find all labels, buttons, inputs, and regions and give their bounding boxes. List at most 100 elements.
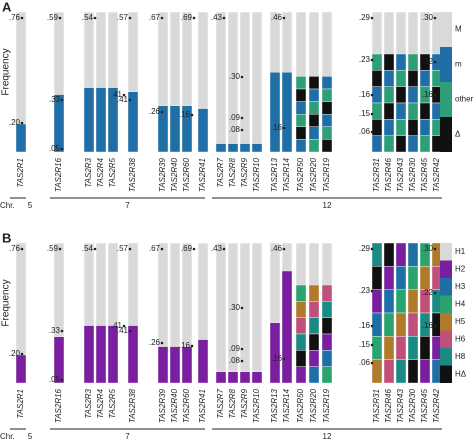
frequency-label: .16	[271, 123, 283, 132]
label-dot	[58, 247, 62, 251]
label-dot	[282, 126, 286, 130]
label-dot	[20, 247, 24, 251]
label-dot	[240, 359, 244, 363]
haplotype-block	[181, 105, 193, 153]
haplotype-block	[321, 88, 333, 102]
label-dot	[128, 98, 132, 102]
label-dot	[128, 16, 132, 20]
gene-label: TAS2R16	[54, 388, 63, 423]
haplotype-block	[308, 284, 320, 302]
haplotype-block	[95, 87, 107, 153]
gene-label: TAS2R19	[322, 157, 331, 192]
haplotype-block	[407, 312, 419, 337]
gene-label: TAS2R14	[282, 157, 291, 192]
haplotype-block	[371, 359, 383, 384]
gene-label: TAS2R1	[16, 158, 25, 188]
haplotype-block	[395, 242, 407, 267]
label-dot	[20, 352, 24, 356]
frequency-label: .16	[271, 354, 283, 363]
label-dot	[240, 116, 244, 120]
haplotype-block	[383, 119, 395, 136]
haplotype-block	[295, 139, 307, 153]
haplotype-block	[395, 86, 407, 104]
haplotype-block	[407, 289, 419, 314]
label-dot	[60, 147, 64, 151]
haplotype-block	[169, 346, 181, 384]
haplotype-block	[395, 53, 407, 71]
haplotype-block	[395, 289, 407, 314]
chromosome-label: 5	[28, 201, 33, 210]
haplotype-block	[407, 359, 419, 384]
haplotype-block	[95, 325, 107, 384]
frequency-label: .41	[111, 90, 123, 99]
label-dot	[240, 75, 244, 79]
legend-label: other	[455, 95, 474, 104]
haplotype-block	[407, 86, 419, 104]
haplotype-block	[295, 126, 307, 140]
haplotype-block	[308, 317, 320, 335]
gene-label: TAS2R9	[240, 157, 249, 187]
gene-label: TAS2R16	[54, 157, 63, 192]
label-dot	[370, 361, 374, 365]
haplotype-block	[321, 113, 333, 127]
haplotype-block	[419, 70, 431, 87]
frequency-label: .16	[359, 321, 371, 330]
gene-label: TAS2R43	[396, 388, 405, 423]
gene-label: TAS2R42	[432, 388, 441, 423]
y-axis-label: Frequency	[1, 279, 12, 326]
panel-letter: A	[2, 0, 12, 14]
gene-label: TAS2R43	[396, 157, 405, 192]
haplotype-block	[321, 126, 333, 140]
haplotype-block	[308, 301, 320, 318]
haplotype-block	[157, 346, 169, 384]
gene-label: TAS2R7	[216, 388, 225, 418]
haplotype-block	[383, 53, 395, 71]
gene-label: TAS2R7	[216, 157, 225, 187]
legend-label: m	[455, 60, 462, 69]
haplotype-block	[281, 71, 293, 153]
label-dot	[160, 16, 164, 20]
column	[215, 242, 227, 384]
legend-label: H4	[455, 299, 466, 308]
haplotype-block	[407, 70, 419, 87]
label-dot	[433, 291, 437, 295]
haplotype-block	[395, 102, 407, 120]
frequency-label: .22	[422, 57, 434, 66]
chromosome-label: 7	[125, 432, 130, 440]
frequency-label: .59	[47, 13, 59, 22]
frequency-label: .15	[359, 340, 371, 349]
label-dot	[370, 130, 374, 134]
y-axis-label: Frequency	[1, 48, 12, 95]
frequency-label: .05	[49, 375, 61, 384]
haplotype-block	[239, 371, 251, 384]
column	[215, 11, 227, 153]
legend-label: M	[455, 25, 462, 34]
legend-label: H5	[455, 317, 466, 326]
label-dot	[160, 247, 164, 251]
label-dot	[370, 343, 374, 347]
legend-swatch	[440, 117, 452, 152]
haplotype-block	[371, 119, 383, 136]
label-dot	[433, 93, 437, 97]
frequency-label: .57	[117, 13, 129, 22]
haplotype-block	[419, 102, 431, 120]
haplotype-block	[169, 105, 181, 153]
haplotype-block	[251, 143, 263, 153]
haplotype-block	[419, 135, 431, 153]
haplotype-block	[419, 336, 431, 360]
legend-swatch	[440, 243, 452, 261]
frequency-label: .46	[271, 13, 283, 22]
haplotype-block	[295, 350, 307, 367]
gene-label: TAS2R8	[228, 388, 237, 418]
haplotype-block	[197, 108, 209, 153]
haplotype-block	[383, 312, 395, 337]
haplotype-block	[295, 317, 307, 335]
gene-label: TAS2R50	[296, 388, 305, 423]
gene-label: TAS2R30	[408, 157, 417, 192]
haplotype-block	[321, 366, 333, 384]
chromosome-prefix: Chr.	[0, 432, 15, 440]
label-dot	[160, 341, 164, 345]
gene-label: TAS2R31	[372, 389, 381, 423]
label-dot	[20, 16, 24, 20]
haplotype-block	[295, 113, 307, 127]
